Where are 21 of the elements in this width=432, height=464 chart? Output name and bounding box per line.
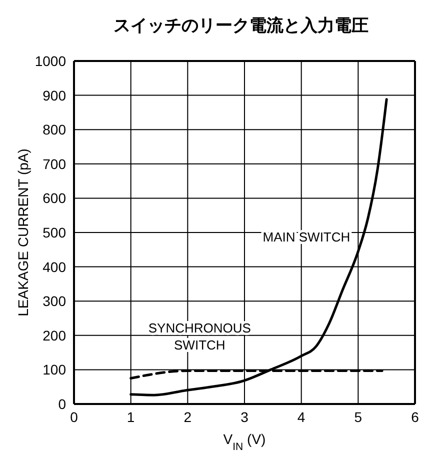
y-axis-title: LEAKAGE CURRENT (pA)	[15, 148, 31, 316]
x-tick-label: 2	[184, 408, 192, 425]
y-tick-label: 500	[42, 224, 66, 240]
y-tick-label: 0	[58, 396, 66, 412]
y-tick-label: 600	[42, 190, 66, 206]
x-axis-title: V$_{IN}$ (V)	[223, 431, 266, 453]
y-tick-label: 400	[42, 258, 66, 275]
y-tick-label: 800	[42, 122, 66, 138]
y-tick-label: 100	[42, 362, 66, 378]
x-tick-label: 4	[297, 408, 306, 425]
x-tick-label: 1	[126, 408, 135, 425]
y-tick-label: 700	[42, 156, 66, 172]
y-tick-label: 300	[42, 293, 66, 310]
x-tick-label: 0	[70, 408, 78, 425]
y-tick-label: 900	[42, 87, 66, 104]
chart-title: スイッチのリーク電流と入力電圧	[112, 15, 370, 37]
y-tick-label: 1000	[34, 52, 66, 69]
x-tick-label: 3	[240, 408, 249, 425]
y-tick-label: 200	[42, 327, 66, 344]
x-tick-label: 5	[354, 408, 362, 425]
x-tick-label: 6	[411, 408, 420, 425]
